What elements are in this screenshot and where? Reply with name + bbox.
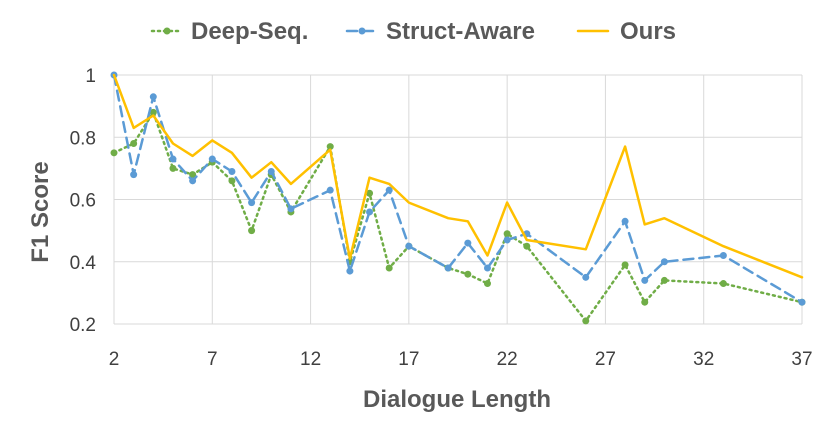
data-point-struct-aware (189, 177, 197, 185)
legend-label-ours: Ours (620, 18, 676, 45)
x-tick-label: 32 (693, 349, 714, 370)
data-point-deep-seq (385, 264, 393, 272)
data-point-struct-aware (719, 252, 727, 260)
y-tick-label: 0.6 (70, 191, 96, 212)
data-point-deep-seq (660, 276, 668, 284)
data-point-struct-aware (582, 273, 590, 281)
data-point-deep-seq (248, 227, 256, 235)
data-point-struct-aware (287, 205, 295, 213)
data-point-struct-aware (267, 167, 275, 175)
series-line-struct-aware (112, 73, 804, 304)
data-point-deep-seq (228, 177, 236, 185)
data-point-struct-aware (405, 242, 413, 250)
x-axis-title: Dialogue Length (363, 386, 551, 413)
data-point-deep-seq (523, 242, 531, 250)
data-point-struct-aware (366, 208, 374, 216)
tick-labels: 0.20.40.60.812 7 12 17 22 27 32 37 (70, 66, 813, 370)
data-point-struct-aware (248, 199, 256, 207)
x-tick-label: 37 (791, 349, 812, 370)
series-line-deep-seq (112, 111, 804, 323)
data-point-deep-seq (149, 108, 157, 116)
data-point-struct-aware (503, 236, 511, 244)
data-point-struct-aware (169, 155, 177, 163)
legend-label-deep-seq: Deep-Seq. (191, 18, 308, 45)
data-point-deep-seq (110, 149, 118, 157)
legend-label-struct-aware: Struct-Aware (386, 18, 535, 45)
data-point-deep-seq (189, 171, 197, 179)
data-point-struct-aware (149, 93, 157, 101)
data-point-struct-aware (621, 217, 629, 225)
x-tick-label: 17 (398, 349, 419, 370)
data-point-struct-aware (641, 276, 649, 284)
x-tick-label: 2 (109, 349, 120, 370)
data-point-struct-aware (798, 298, 806, 306)
data-point-struct-aware (444, 264, 452, 272)
legend-marker-struct-aware (358, 27, 366, 35)
data-point-deep-seq (483, 280, 491, 288)
x-tick-label: 12 (300, 349, 321, 370)
data-point-deep-seq (503, 230, 511, 238)
data-point-struct-aware (130, 171, 138, 179)
series-layer (110, 71, 806, 325)
x-tick-label: 7 (207, 349, 218, 370)
y-tick-label: 0.4 (70, 253, 97, 274)
y-axis-title: F1 Score (27, 161, 54, 262)
data-point-struct-aware (346, 267, 354, 275)
data-point-deep-seq (366, 189, 374, 197)
data-point-deep-seq (719, 280, 727, 288)
data-point-deep-seq (641, 298, 649, 306)
legend: Deep-Seq. Struct-Aware Ours (150, 18, 676, 45)
data-point-deep-seq (582, 317, 590, 325)
x-tick-label: 22 (497, 349, 518, 370)
y-tick-label: 0.2 (70, 315, 96, 336)
data-point-struct-aware (208, 155, 216, 163)
data-point-deep-seq (169, 164, 177, 172)
data-point-deep-seq (621, 261, 629, 269)
data-point-struct-aware (385, 186, 393, 194)
grid-layer (113, 74, 803, 325)
data-point-deep-seq (464, 270, 472, 278)
x-tick-label: 27 (595, 349, 616, 370)
data-point-struct-aware (483, 264, 491, 272)
legend-marker-deep-seq (163, 27, 171, 35)
data-point-struct-aware (326, 186, 334, 194)
series-line-ours (112, 73, 804, 279)
data-point-deep-seq (130, 139, 138, 147)
data-point-struct-aware (228, 167, 236, 175)
data-point-struct-aware (660, 258, 668, 266)
y-tick-label: 0.8 (70, 128, 96, 149)
data-point-struct-aware (464, 239, 472, 247)
data-point-deep-seq (326, 143, 334, 151)
y-tick-label: 1 (85, 66, 96, 87)
